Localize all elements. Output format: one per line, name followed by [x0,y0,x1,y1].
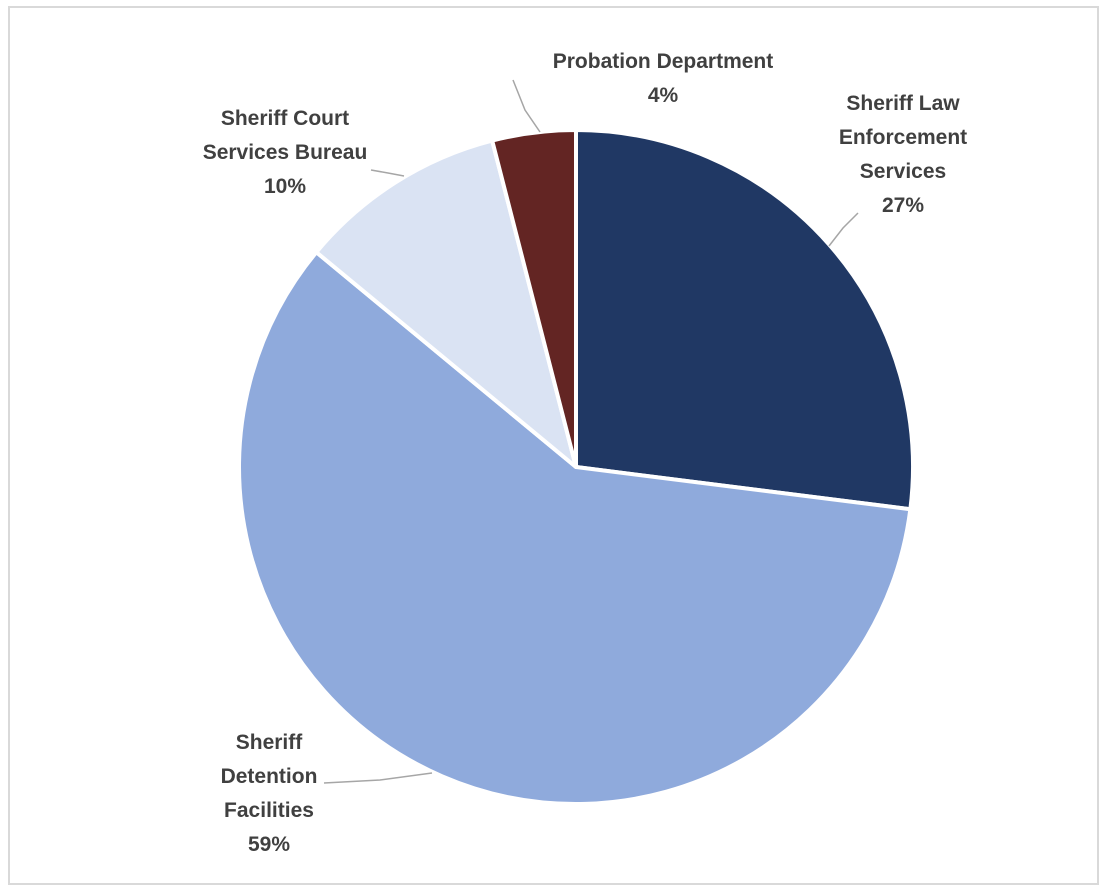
slice-name-line: Detention [221,765,318,788]
leader-line-3 [512,79,541,133]
slice-name-line: Sheriff [236,731,304,754]
slice-name-line: Facilities [224,799,314,822]
leader-line-0 [828,212,859,247]
slice-value-label: 59% [248,833,290,856]
slice-label-3: Probation Department 4% [553,50,774,107]
leader-line-1 [323,772,433,784]
slice-name-line: Probation Department [553,50,774,73]
slice-labels: Sheriff Law Enforcement Services 27%Sheriff… [203,50,967,856]
leader-lines [323,79,859,784]
slice-value-label: 10% [264,175,306,198]
slice-label-2: Sheriff Court Services Bureau 10% [203,107,368,198]
pie-slices [237,128,915,806]
pie-slice-1 [237,250,913,806]
slice-value-label: 4% [648,84,679,107]
slice-name-line: Sheriff Law [846,92,960,115]
slice-name-line: Enforcement [839,126,967,149]
slice-name-line: Services Bureau [203,141,368,164]
slice-label-1: Sheriff Detention Facilities 59% [221,731,318,856]
slice-name-line: Services [860,160,946,183]
slice-label-0: Sheriff Law Enforcement Services 27% [839,92,967,217]
slice-value-label: 27% [882,194,924,217]
pie-slice-0 [574,128,915,512]
slice-name-line: Sheriff Court [221,107,349,130]
leader-line-2 [370,169,405,177]
pie-slice-3 [490,128,578,469]
